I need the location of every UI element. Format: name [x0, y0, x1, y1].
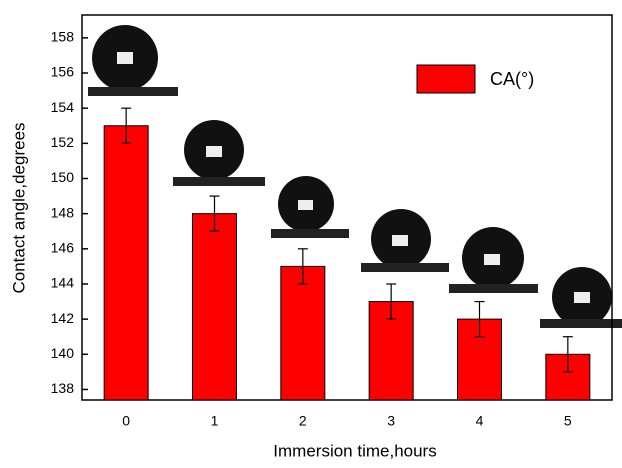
y-tick-label: 158 — [51, 29, 75, 45]
x-tick-label: 2 — [299, 413, 307, 429]
legend-label: CA(°) — [490, 69, 534, 89]
y-tick-label: 140 — [51, 345, 75, 361]
y-tick-label: 154 — [51, 99, 75, 115]
y-tick-label: 148 — [51, 204, 75, 220]
x-axis-label: Immersion time,hours — [273, 441, 436, 460]
droplet — [449, 227, 538, 293]
x-tick-label: 4 — [476, 413, 484, 429]
droplet — [361, 209, 449, 272]
chart: Immersion time,hours Contact angle,degre… — [0, 0, 622, 463]
bar — [104, 126, 148, 400]
bar — [281, 266, 325, 400]
x-tick-label: 1 — [211, 413, 219, 429]
bar — [193, 214, 237, 400]
y-tick-label: 150 — [51, 169, 75, 185]
y-tick-label: 156 — [51, 64, 75, 80]
x-tick-label: 0 — [122, 413, 130, 429]
x-tick-label: 5 — [564, 413, 572, 429]
x-tick-label: 3 — [387, 413, 395, 429]
y-tick-label: 138 — [51, 380, 75, 396]
y-tick-label: 146 — [51, 240, 75, 256]
droplet — [271, 176, 349, 238]
y-axis-label: Contact angle,degrees — [9, 122, 28, 293]
droplet — [88, 25, 178, 96]
droplet — [540, 267, 622, 328]
legend-swatch — [417, 65, 475, 93]
y-tick-label: 142 — [51, 310, 75, 326]
droplet — [173, 120, 265, 186]
droplet-images — [88, 25, 622, 328]
y-tick-label: 144 — [51, 275, 75, 291]
y-tick-label: 152 — [51, 134, 75, 150]
